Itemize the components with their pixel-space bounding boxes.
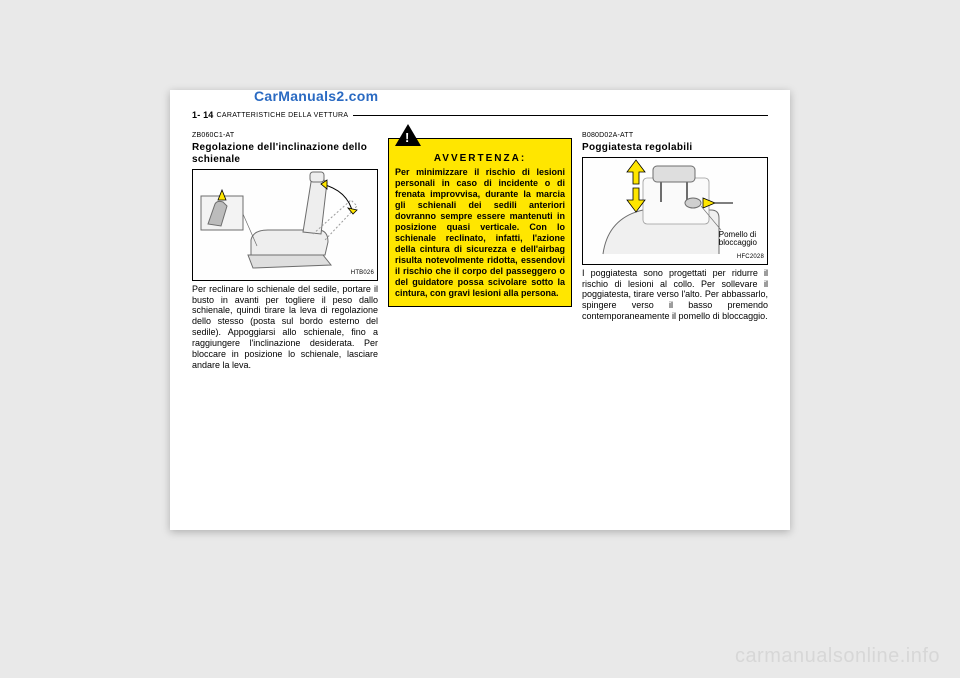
section-body: I poggiatesta sono progettati per ridurr… <box>582 268 768 323</box>
seat-recline-illustration <box>193 170 377 280</box>
figure-headrest: Pomello di bloccaggio HFC2028 <box>582 157 768 265</box>
column-center: ! AVVERTENZA: Per minimizzare il rischio… <box>388 132 572 371</box>
page-header: 1- 14 CARATTERISTICHE DELLA VETTURA <box>192 110 768 120</box>
section-code: ZB060C1-AT <box>192 132 378 141</box>
section-body: Per reclinare lo schienale del sedile, p… <box>192 284 378 372</box>
watermark-footer: carmanualsonline.info <box>735 645 940 668</box>
columns: ZB060C1-AT Regolazione dell'inclinazione… <box>192 132 768 371</box>
warning-box: ! AVVERTENZA: Per minimizzare il rischio… <box>388 138 572 307</box>
warning-icon: ! <box>395 124 421 146</box>
section-title: Poggiatesta regolabili <box>582 142 768 154</box>
warning-title: AVVERTENZA: <box>395 153 565 165</box>
section-title: Regolazione dell'inclinazione dello schi… <box>192 142 378 166</box>
figure-code: HFC2028 <box>737 254 764 261</box>
column-right: B080D02A-ATT Poggiatesta regolabili <box>582 132 768 371</box>
headrest-illustration <box>583 158 767 264</box>
header-rule <box>353 115 768 116</box>
column-left: ZB060C1-AT Regolazione dell'inclinazione… <box>192 132 378 371</box>
warning-body: Per minimizzare il rischio di lesioni pe… <box>395 167 565 299</box>
knob-label: Pomello di bloccaggio <box>719 231 757 248</box>
chapter-caption: CARATTERISTICHE DELLA VETTURA <box>217 112 349 119</box>
figure-seat-recline: HTB026 <box>192 169 378 281</box>
watermark-top: CarManuals2.com <box>254 88 378 104</box>
manual-page: CarManuals2.com 1- 14 CARATTERISTICHE DE… <box>170 90 790 530</box>
knob-label-line2: bloccaggio <box>719 238 757 247</box>
figure-code: HTB026 <box>351 270 374 277</box>
page-number: 1- 14 <box>192 110 214 120</box>
section-code: B080D02A-ATT <box>582 132 768 141</box>
